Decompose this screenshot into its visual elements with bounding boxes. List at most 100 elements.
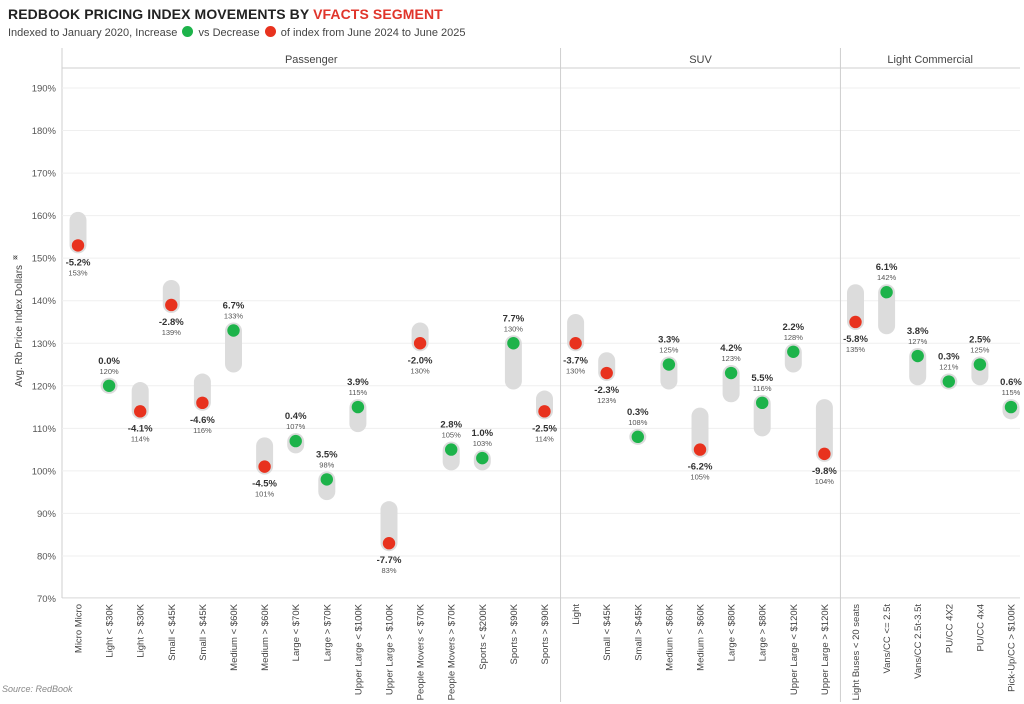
category-label: Large < $70K [291, 603, 302, 661]
category-label: Small > $45K [198, 603, 209, 660]
change-label: 0.0% [98, 356, 120, 367]
change-label: -5.8% [843, 334, 868, 345]
index-label: 125% [970, 346, 990, 355]
decrease-point [71, 239, 85, 252]
category-label: Sports < $200K [478, 603, 489, 669]
category-label: Sports > $90K [509, 603, 520, 664]
change-label: 1.0% [471, 428, 493, 439]
category-label: Small > $45K [633, 603, 644, 660]
change-label: 4.2% [720, 343, 742, 354]
index-label: 153% [68, 268, 88, 277]
source-note: Source: RedBook [2, 684, 73, 694]
category-label: People Movers < $70K [416, 603, 427, 700]
y-tick-label: 170% [32, 169, 57, 180]
subtitle-part3: of index from June 2024 to June 2025 [280, 27, 466, 39]
category-label: Large < $80K [727, 603, 738, 661]
change-label: -5.2% [66, 257, 91, 268]
range-capsule [504, 335, 522, 390]
category-label: Pick-Up/CC > $100K [1007, 603, 1018, 692]
change-label: -6.2% [688, 462, 713, 473]
decrease-point [849, 315, 862, 329]
change-label: 0.3% [938, 352, 960, 363]
decrease-point [693, 443, 707, 456]
increase-point [911, 349, 924, 363]
change-label: 0.4% [285, 411, 307, 422]
index-label: 116% [753, 384, 772, 393]
decrease-point [382, 537, 396, 550]
decrease-point [196, 396, 209, 410]
y-tick-label: 120% [32, 381, 57, 392]
change-label: -4.1% [128, 423, 153, 434]
category-label: Large > $80K [758, 603, 769, 661]
pin-icon: ⌖ [9, 251, 22, 264]
change-label: 3.5% [316, 449, 338, 460]
decrease-point [818, 447, 831, 461]
increase-dot-icon [182, 26, 194, 37]
change-label: -4.6% [190, 415, 215, 426]
category-label: Light < $30K [105, 603, 116, 657]
change-label: -9.8% [812, 466, 837, 477]
change-label: -4.5% [252, 479, 277, 490]
category-label: PU/CC 4x4 [975, 604, 986, 652]
y-tick-label: 180% [32, 126, 57, 137]
increase-point [973, 358, 987, 371]
index-label: 115% [1002, 388, 1021, 397]
change-label: 2.2% [782, 322, 804, 333]
change-label: 7.7% [503, 313, 525, 324]
decrease-point [165, 298, 178, 312]
panel-title: Passenger [285, 54, 338, 66]
increase-point [476, 451, 489, 465]
change-label: 6.1% [876, 262, 898, 273]
decrease-point [569, 337, 582, 350]
index-label: 108% [628, 418, 648, 427]
index-label: 120% [100, 367, 120, 376]
index-label: 127% [908, 337, 928, 346]
index-label: 105% [690, 473, 710, 482]
change-label: 0.6% [1000, 377, 1022, 388]
category-label: Small < $45K [602, 603, 613, 660]
change-label: 5.5% [751, 373, 773, 384]
subtitle-part1: Indexed to January 2020, Increase [8, 27, 178, 39]
index-label: 83% [381, 566, 396, 575]
panel-title: SUV [689, 54, 712, 66]
increase-point [724, 366, 738, 380]
index-label: 130% [566, 366, 586, 375]
title-main: REDBOOK PRICING INDEX MOVEMENTS BY [8, 6, 314, 22]
change-label: -7.7% [377, 555, 402, 566]
category-label: Medium < $60K [229, 603, 240, 670]
category-label: PU/CC 4X2 [944, 604, 955, 653]
change-label: -3.7% [563, 355, 588, 366]
change-label: 3.8% [907, 326, 929, 337]
category-label: Medium < $60K [664, 603, 675, 670]
index-label: 103% [473, 439, 493, 448]
change-label: 2.8% [440, 420, 462, 431]
change-label: 3.9% [347, 377, 369, 388]
increase-point [351, 400, 365, 414]
y-tick-label: 100% [32, 466, 57, 477]
y-tick-label: 150% [32, 254, 57, 265]
index-label: 123% [597, 396, 617, 405]
index-label: 107% [286, 422, 306, 431]
change-label: -2.8% [159, 317, 184, 328]
increase-point [631, 430, 644, 444]
change-label: 6.7% [223, 300, 245, 311]
chart-subtitle: Indexed to January 2020, Increase vs Dec… [8, 26, 465, 39]
category-label: People Movers > $70K [447, 603, 458, 700]
y-tick-label: 110% [32, 424, 56, 435]
increase-point [662, 358, 676, 371]
increase-point [227, 324, 240, 337]
change-label: -2.5% [532, 423, 557, 434]
increase-point [756, 396, 769, 410]
index-label: 114% [131, 434, 150, 443]
y-tick-label: 190% [32, 84, 57, 95]
index-label: 98% [319, 460, 334, 469]
y-tick-label: 90% [37, 509, 57, 520]
y-tick-label: 130% [32, 339, 57, 350]
index-label: 130% [504, 324, 524, 333]
category-label: Sports > $90K [540, 603, 551, 664]
panel-title: Light Commercial [887, 54, 973, 66]
category-label: Light [571, 604, 582, 625]
change-label: 3.3% [658, 335, 680, 346]
index-label: 105% [442, 431, 462, 440]
